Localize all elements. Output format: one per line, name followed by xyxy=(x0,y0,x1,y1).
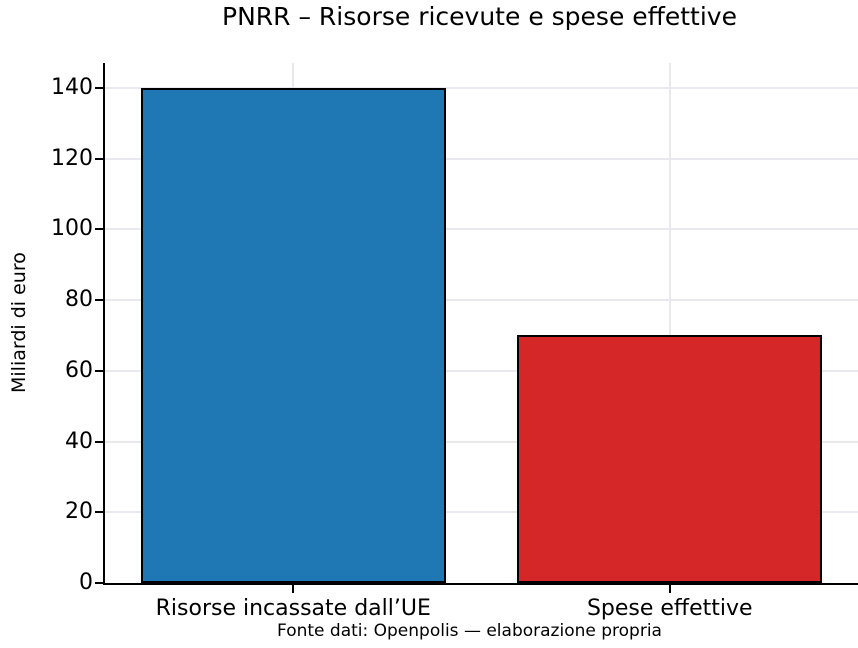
x-tick-label: Spese effettive xyxy=(586,596,753,621)
y-tick-mark xyxy=(95,86,103,89)
y-tick-mark xyxy=(95,582,103,584)
chart-title: PNRR – Risorse ricevute e spese effettiv… xyxy=(222,2,737,31)
y-tick-mark xyxy=(95,157,103,160)
y-axis-label: Miliardi di euro xyxy=(8,252,30,394)
plot-area: 0 20 40 60 80 100 120 140 Risorse incassate dall… xyxy=(51,63,858,621)
y-tick-mark xyxy=(95,299,103,301)
bar xyxy=(517,335,822,583)
y-tick-mark xyxy=(95,228,103,231)
y-tick-label: 80 xyxy=(65,287,93,312)
h-gridline xyxy=(105,157,858,160)
h-gridline xyxy=(105,86,858,89)
y-tick-mark xyxy=(95,369,103,372)
h-gridline xyxy=(105,440,858,443)
h-gridline xyxy=(105,228,858,231)
y-tick-label: 20 xyxy=(65,499,93,525)
h-gridline xyxy=(105,369,858,372)
v-gridline xyxy=(668,63,671,583)
y-tick-mark xyxy=(95,440,103,443)
y-tick-mark xyxy=(95,511,103,514)
chart-caption: Fonte dati: Openpolis — elaborazione pro… xyxy=(277,621,662,641)
y-tick-label: 140 xyxy=(51,74,93,100)
x-tick-mark xyxy=(292,585,295,593)
y-tick-label: 0 xyxy=(79,570,93,595)
h-gridline xyxy=(105,511,858,514)
bar xyxy=(141,88,446,583)
y-tick-label: 100 xyxy=(51,216,93,242)
y-tick-label: 40 xyxy=(65,428,93,454)
x-tick-mark xyxy=(668,585,671,593)
h-gridline xyxy=(105,299,858,301)
y-tick-label: 120 xyxy=(51,145,93,171)
x-tick-label: Risorse incassate dall’UE xyxy=(155,596,431,621)
y-tick-label: 60 xyxy=(65,357,93,383)
